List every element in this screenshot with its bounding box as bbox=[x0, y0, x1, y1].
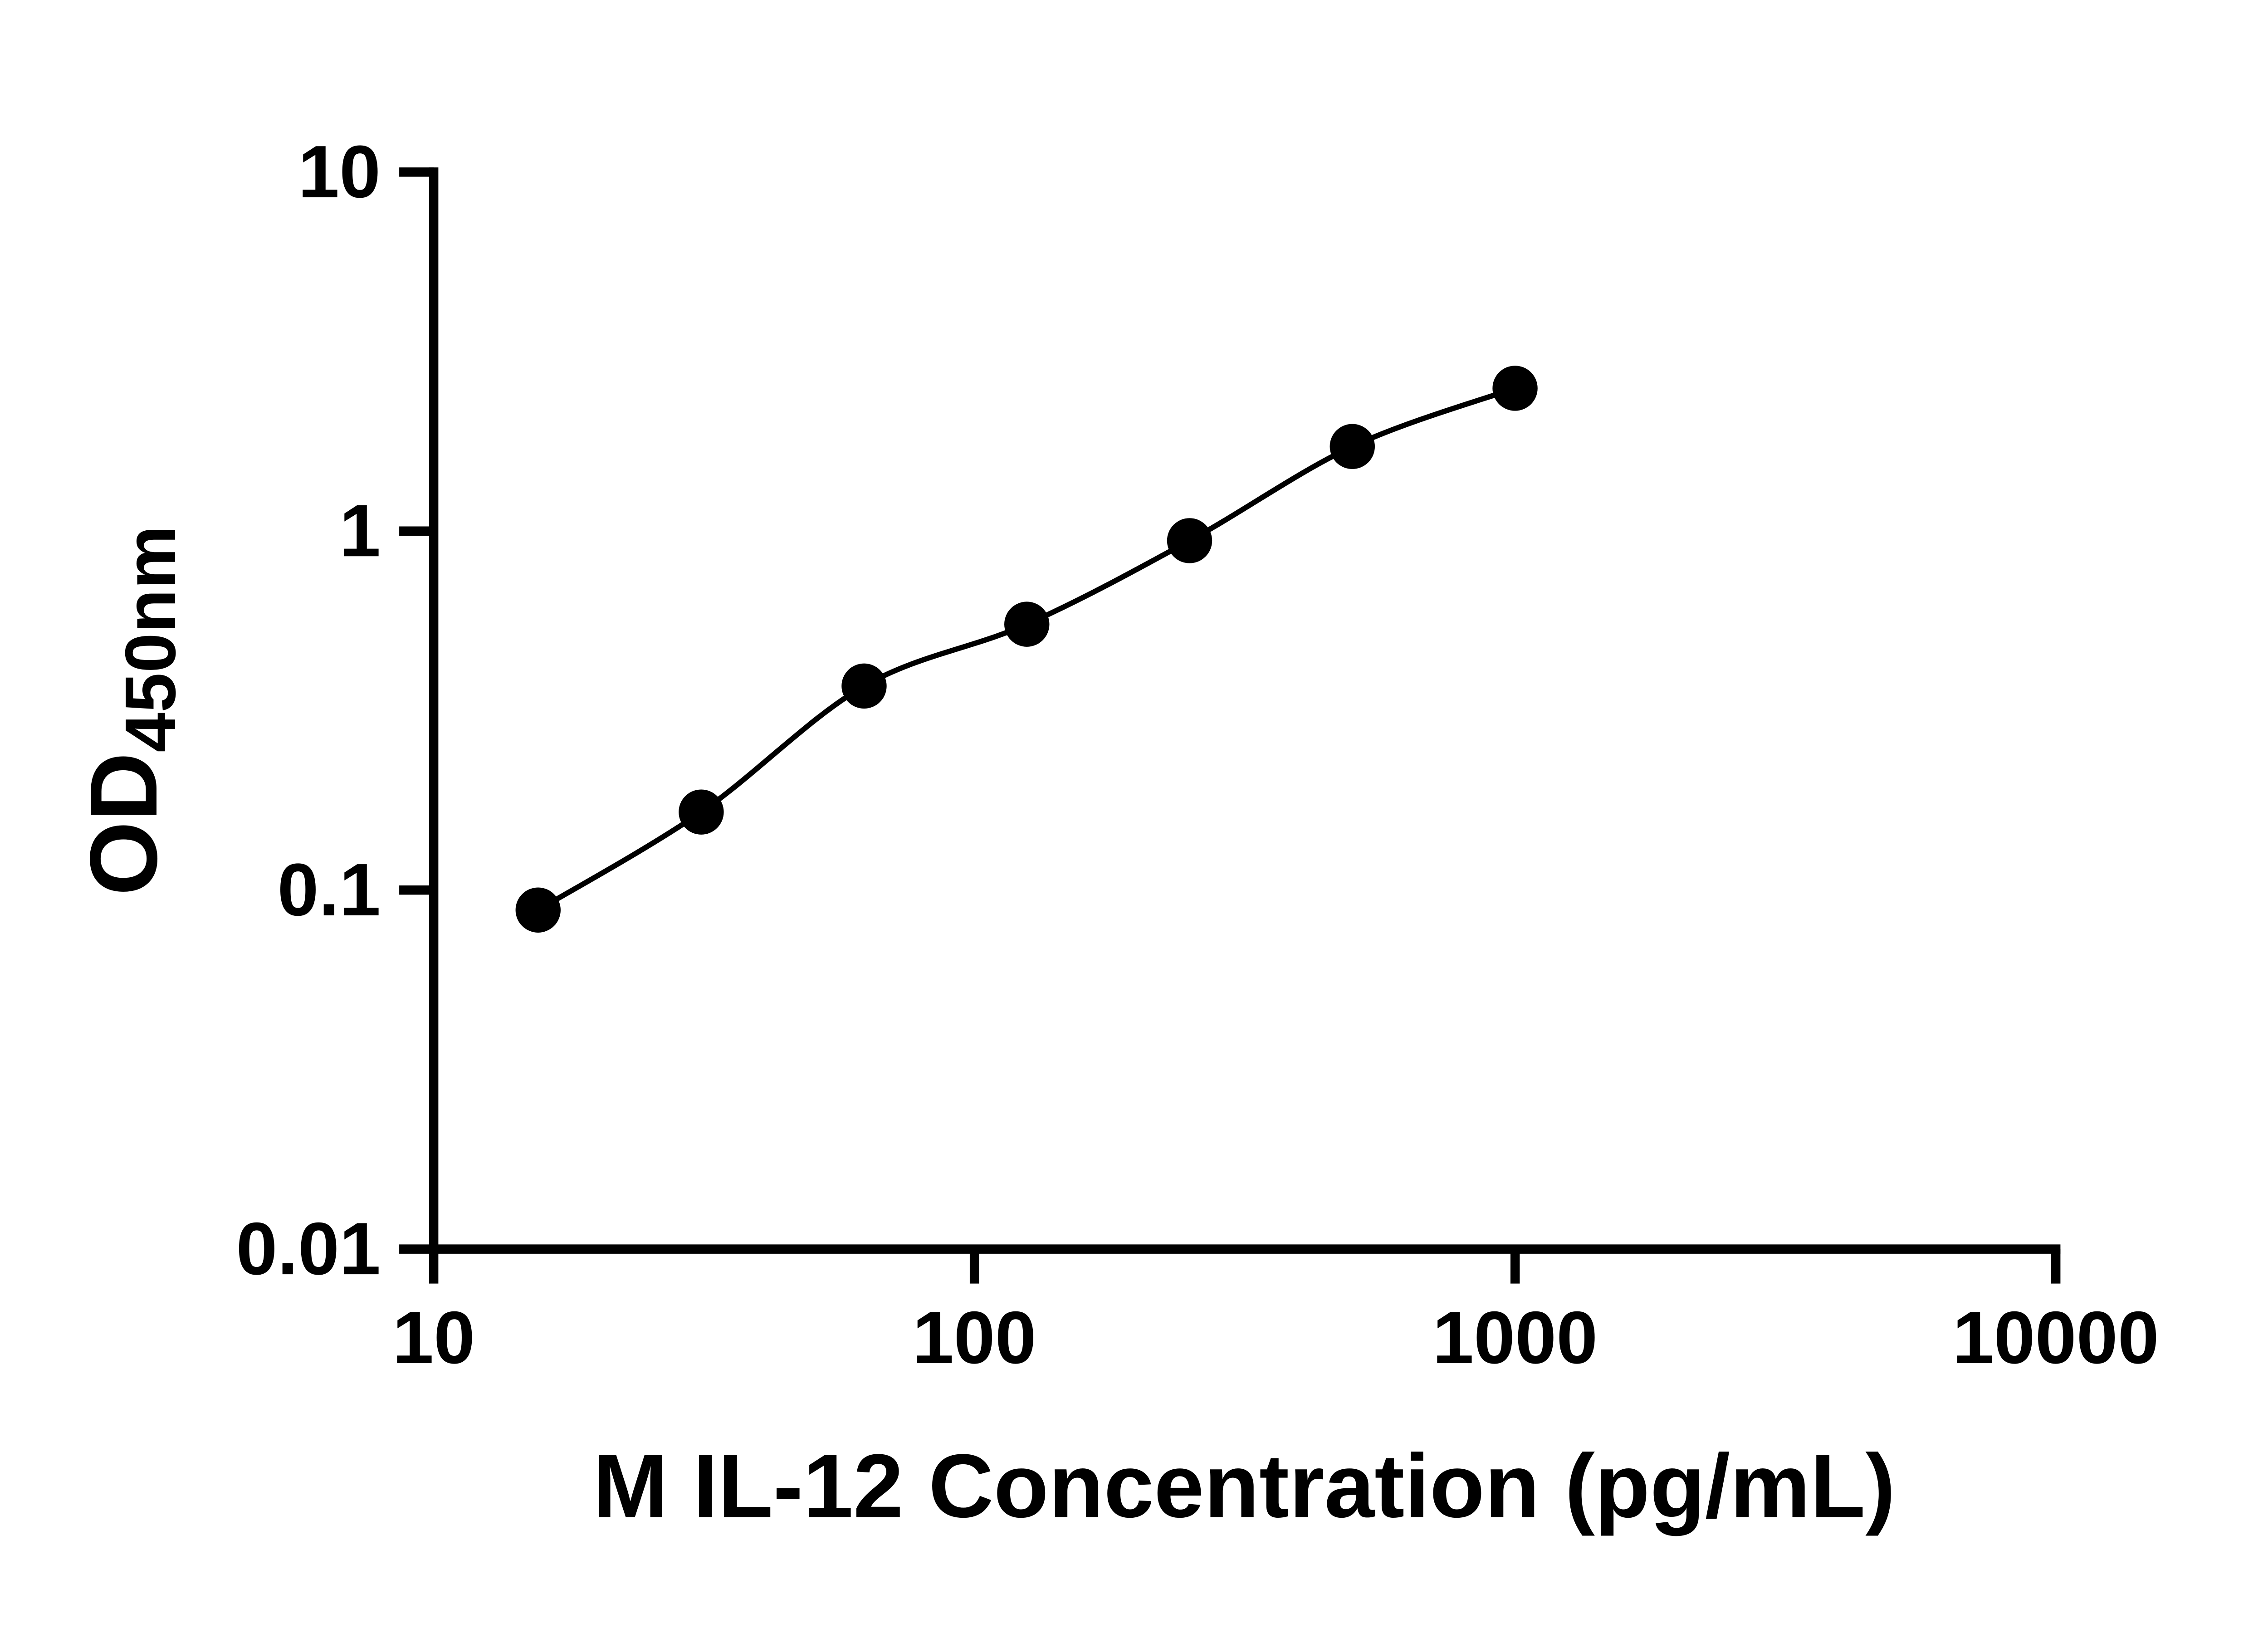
y-tick-label: 10 bbox=[298, 130, 381, 213]
data-point bbox=[1492, 365, 1538, 411]
x-tick-label: 10000 bbox=[1953, 1296, 2159, 1379]
elisa-standard-curve-figure: 0.01 0.1 1 10 10 100 1000 10000 OD450nm M IL-12… bbox=[0, 21, 2268, 1613]
y-tick-label: 0.1 bbox=[278, 848, 381, 931]
data-point bbox=[1004, 601, 1050, 647]
y-tick-label: 0.01 bbox=[236, 1207, 381, 1290]
plot-layer bbox=[515, 365, 1538, 933]
fit-curve bbox=[537, 386, 1516, 912]
ticks-layer: 0.01 0.1 1 10 10 100 1000 10000 bbox=[236, 130, 2159, 1379]
x-axis-title: M IL-12 Concentration (pg/mL) bbox=[593, 1436, 1896, 1536]
axes-layer bbox=[429, 167, 2061, 1254]
axis-spine bbox=[429, 167, 2061, 1254]
data-point bbox=[679, 789, 724, 835]
y-axis-title: OD450nm bbox=[70, 525, 191, 895]
x-tick-label: 1000 bbox=[1432, 1296, 1598, 1379]
data-point bbox=[841, 663, 887, 709]
x-tick-label: 10 bbox=[392, 1296, 475, 1379]
data-point bbox=[515, 887, 561, 933]
data-point bbox=[1330, 424, 1375, 469]
chart-canvas: 0.01 0.1 1 10 10 100 1000 10000 OD450nm M IL-12… bbox=[70, 130, 2159, 1536]
y-tick-label: 1 bbox=[339, 489, 381, 572]
data-point bbox=[1167, 518, 1212, 563]
x-tick-label: 100 bbox=[913, 1296, 1036, 1379]
